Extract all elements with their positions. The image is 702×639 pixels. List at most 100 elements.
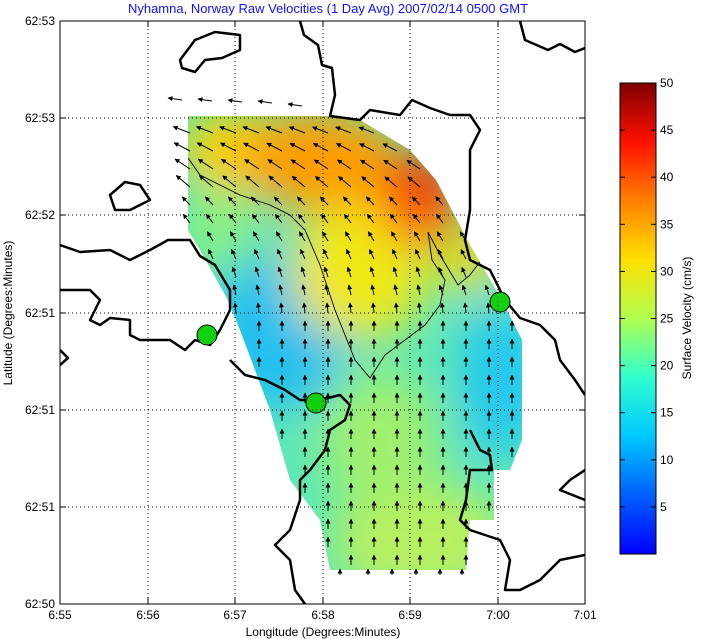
tick-marks	[60, 21, 585, 604]
velocity-arrow	[406, 159, 421, 170]
velocity-arrow	[172, 125, 191, 134]
velocity-vectors	[167, 96, 515, 575]
velocity-arrow	[382, 143, 398, 152]
x-tick-label: 7:00	[486, 608, 510, 622]
velocity-arrow	[369, 248, 375, 260]
velocity-arrow	[361, 176, 375, 188]
chart-title: Nyhamna, Norway Raw Velocities (1 Day Av…	[128, 1, 528, 16]
y-tick-label: 62:51	[25, 403, 55, 417]
velocity-arrow	[343, 213, 352, 224]
velocity-arrow	[346, 248, 352, 260]
velocity-arrow	[254, 248, 260, 260]
velocity-arrow	[389, 213, 398, 224]
y-tick-label: 62:53	[25, 111, 55, 125]
colorbar-tick-label: 40	[660, 170, 674, 184]
velocity-arrow	[392, 266, 398, 278]
velocity-arrow	[266, 142, 283, 152]
velocity-arrow	[243, 142, 260, 152]
velocity-arrow	[182, 213, 191, 224]
velocity-arrow	[197, 97, 213, 103]
velocity-arrow	[231, 266, 237, 278]
velocity-arrow	[416, 302, 422, 314]
velocity-arrow	[335, 126, 352, 134]
velocity-arrow	[255, 284, 261, 296]
colorbar-tick-label: 5	[660, 500, 667, 514]
velocity-arrow	[407, 176, 421, 188]
velocity-arrow	[323, 266, 329, 278]
velocity-arrow	[411, 196, 421, 206]
x-tick-label: 7:01	[573, 608, 597, 622]
velocity-arrow	[300, 248, 306, 260]
velocity-arrow	[255, 302, 261, 314]
velocity-arrow	[174, 158, 191, 170]
y-tick-label: 62:51	[25, 306, 55, 320]
velocity-arrow	[366, 213, 375, 224]
site-marker-2	[305, 392, 327, 414]
velocity-arrow	[290, 159, 306, 170]
velocity-arrow	[358, 126, 375, 134]
velocity-arrow	[267, 159, 283, 170]
velocity-arrow	[390, 231, 398, 242]
velocity-arrow	[278, 302, 284, 314]
velocity-arrow	[254, 266, 260, 278]
velocity-arrow	[347, 302, 353, 314]
velocity-arrow	[312, 126, 329, 134]
velocity-arrow	[413, 231, 421, 242]
velocity-arrow	[268, 175, 283, 188]
velocity-arrow	[370, 284, 376, 296]
velocity-arrow	[437, 249, 444, 260]
x-tick-labels: 6:55 6:56 6:57 6:58 6:59 7:00 7:01	[48, 608, 597, 622]
velocity-arrow	[232, 302, 238, 314]
velocity-arrow	[244, 158, 260, 170]
velocity-arrow	[485, 302, 491, 314]
velocity-arrow	[383, 159, 398, 170]
velocity-arrow	[320, 213, 329, 224]
velocity-arrow	[347, 284, 353, 296]
velocity-arrow	[287, 102, 303, 108]
hf-radar-sites	[196, 291, 511, 414]
y-tick-label: 62:52	[25, 208, 55, 222]
velocity-arrow	[393, 302, 399, 314]
velocity-arrow	[277, 266, 283, 278]
velocity-arrow	[167, 96, 183, 102]
velocity-arrow	[360, 159, 375, 170]
coast-east	[298, 21, 585, 396]
coast-northeast	[518, 21, 585, 54]
velocity-arrow	[314, 175, 329, 188]
colorbar-label: Surface Velocity (cm/s)	[680, 257, 694, 380]
y-tick-label: 62:50	[25, 597, 55, 611]
x-tick-label: 6:59	[398, 608, 422, 622]
velocity-arrow	[438, 266, 444, 278]
x-tick-label: 6:55	[48, 608, 72, 622]
velocity-arrow	[416, 284, 422, 296]
colorbar-tick-label: 10	[660, 453, 674, 467]
velocity-arrow	[288, 126, 306, 134]
velocity-arrow	[273, 196, 283, 206]
velocity-arrow	[278, 284, 284, 296]
velocity-arrow	[415, 266, 421, 278]
velocity-arrow	[197, 158, 214, 170]
speed-contour	[188, 157, 486, 379]
velocity-arrow	[323, 248, 329, 260]
velocity-arrow	[393, 284, 399, 296]
velocity-arrow	[367, 231, 375, 242]
velocity-arrow	[435, 196, 444, 206]
velocity-arrow	[275, 231, 283, 242]
colorbar-tick-label: 20	[660, 359, 674, 373]
colorbar-tick-label: 25	[660, 312, 674, 326]
velocity-arrow	[289, 142, 306, 152]
y-tick-labels: 62:53 62:53 62:52 62:51 62:51 62:51 62:5…	[25, 14, 55, 611]
velocity-arrow	[297, 213, 306, 224]
colorbar-gradient	[619, 82, 657, 555]
site-marker-1	[196, 324, 218, 346]
velocity-arrow	[460, 249, 467, 260]
velocity-arrow	[274, 213, 283, 224]
velocity-arrow	[219, 125, 237, 134]
velocity-arrow	[242, 126, 260, 134]
colorbar-tick-label: 50	[660, 76, 674, 90]
velocity-arrow	[384, 176, 398, 188]
velocity-arrow	[338, 176, 352, 188]
velocity-arrow	[369, 266, 375, 278]
velocity-arrow	[312, 142, 329, 152]
